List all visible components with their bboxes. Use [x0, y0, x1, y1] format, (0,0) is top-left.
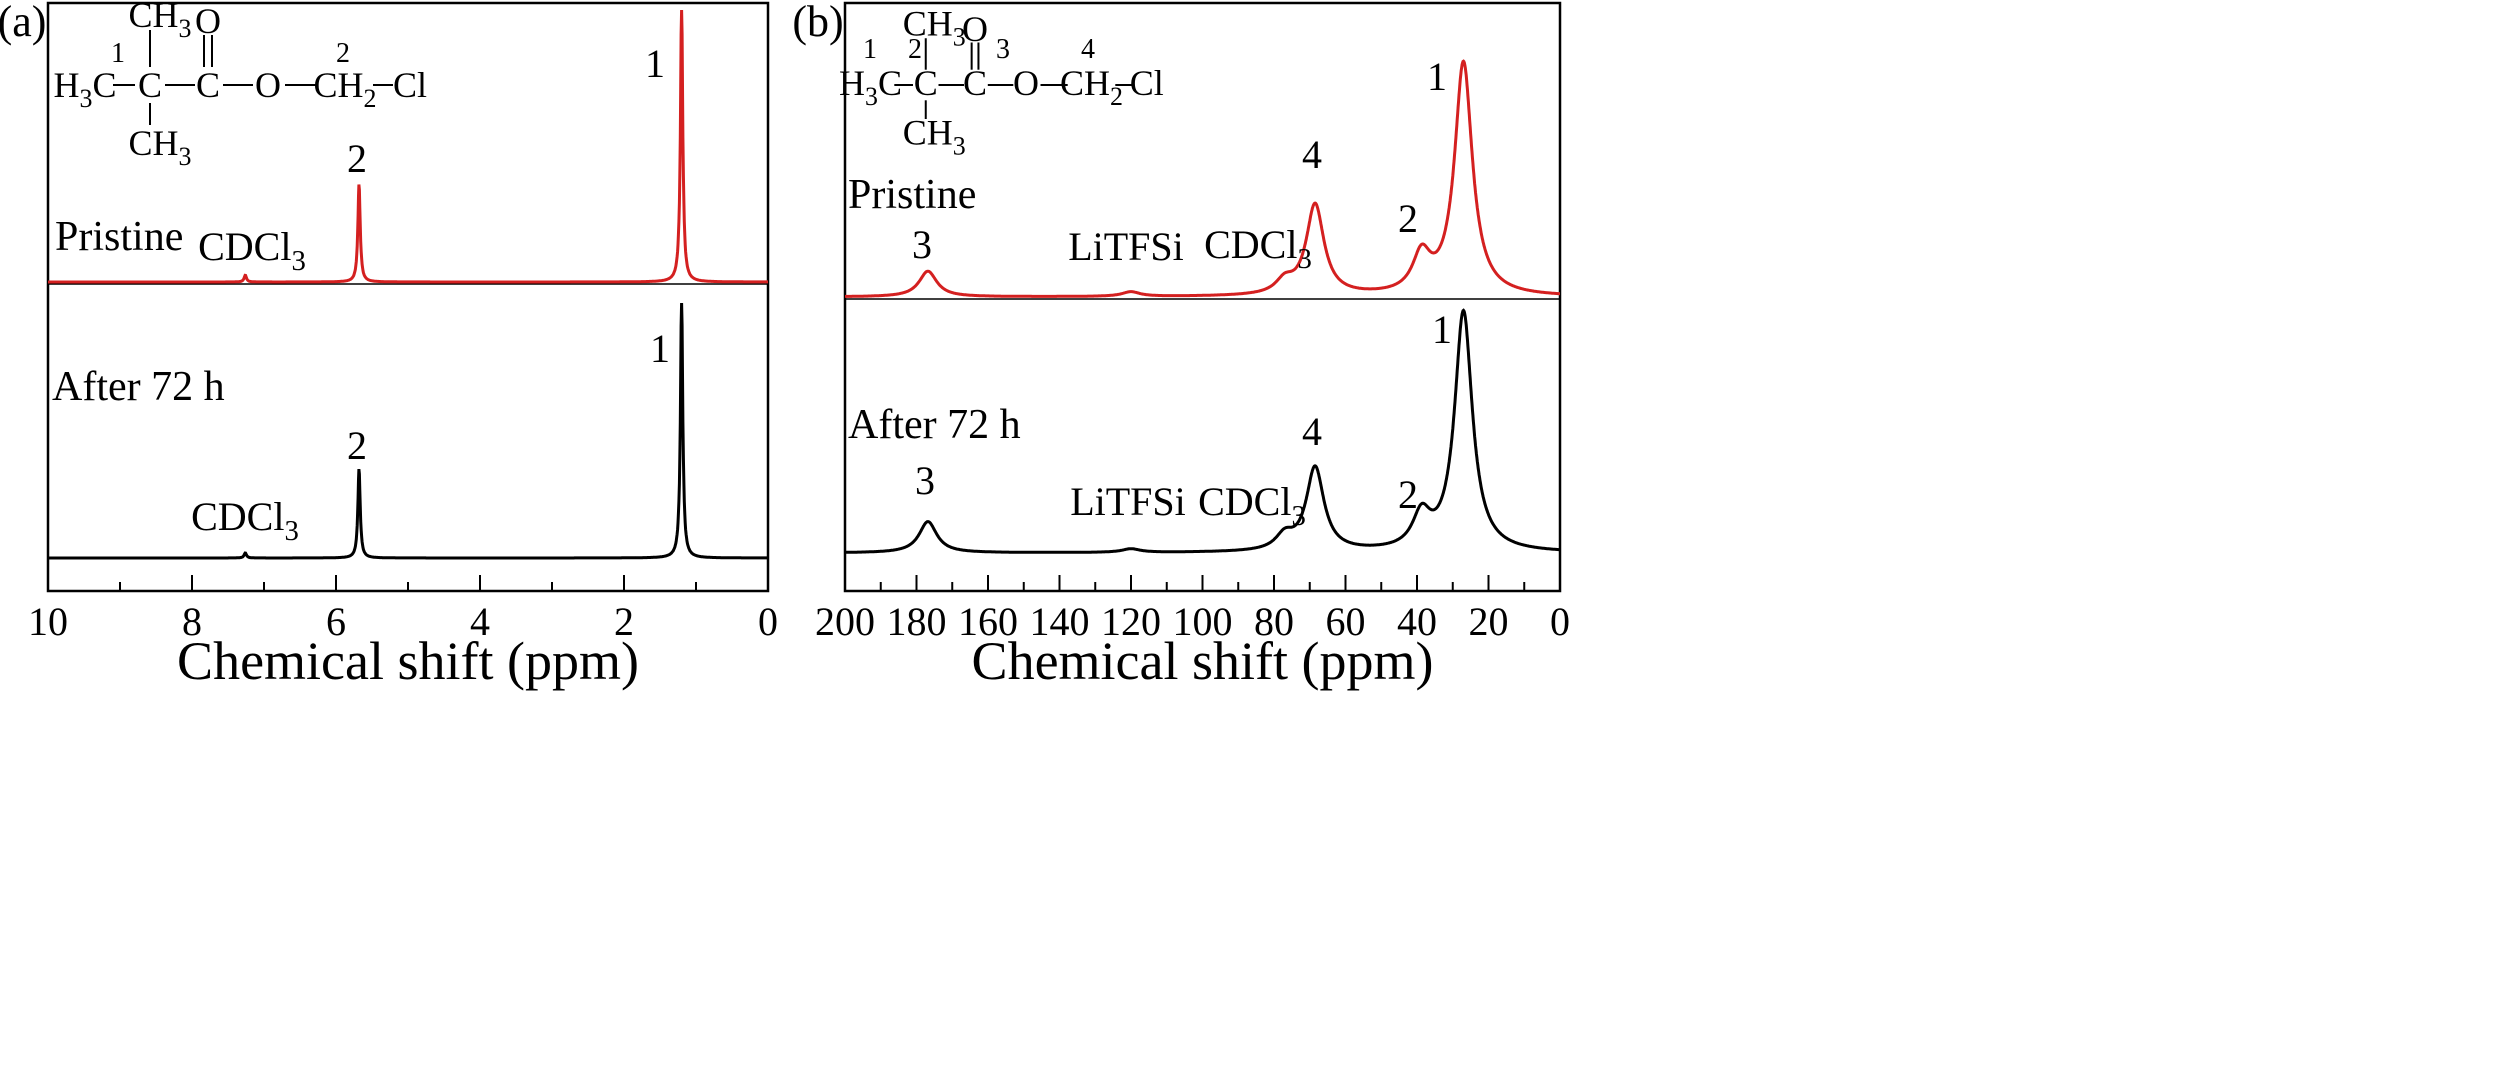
trace-name-label: After 72 h	[848, 402, 1021, 448]
peak-label: 1	[650, 326, 670, 371]
atom-ch3-bottom: CH3	[129, 123, 192, 171]
atom-ch3-top: CH3	[903, 4, 966, 52]
carbon-number: 2	[336, 38, 350, 69]
peak-label: 2	[1398, 196, 1418, 241]
x-axis-title: Chemical shift (ppm)	[177, 631, 639, 691]
peak-label: CDCl3	[1198, 479, 1306, 532]
x-tick-label: 160	[958, 599, 1018, 644]
atom-c: C	[914, 63, 938, 103]
trace-name-label: After 72 h	[52, 364, 225, 410]
peak-label: LiTFSi	[1068, 224, 1184, 269]
peak-label: LiTFSi	[1070, 479, 1186, 524]
x-tick-label: 80	[1254, 599, 1294, 644]
carbon-number: 1	[863, 34, 877, 65]
atom-cl: Cl	[1130, 63, 1164, 103]
x-tick-label: 0	[1550, 599, 1570, 644]
peak-label: 1	[1427, 54, 1447, 99]
x-tick-label: 100	[1173, 599, 1233, 644]
atom-h3c: H3C	[54, 65, 117, 113]
x-tick-label: 200	[815, 599, 875, 644]
carbon-number: 2	[908, 34, 922, 65]
panel-a: 10 8 6 4 2 0 Chemical shift (ppm) (a) Pristine 1 2…	[0, 0, 778, 691]
x-tick-label: 4	[470, 599, 490, 644]
x-tick-label: 40	[1397, 599, 1437, 644]
atom-carbonyl-o: O	[962, 9, 988, 49]
spectrum-trace	[48, 9, 768, 284]
x-tick-label: 60	[1326, 599, 1366, 644]
peak-label: 2	[347, 423, 367, 468]
carbon-number: 3	[996, 34, 1010, 65]
x-axis-title: Chemical shift (ppm)	[972, 631, 1434, 691]
atom-carbonyl-o: O	[195, 1, 221, 41]
spectrum-trace	[845, 59, 1560, 298]
atom-cl: Cl	[393, 65, 427, 105]
x-tick-label: 180	[887, 599, 947, 644]
peak-label: 1	[1432, 307, 1452, 352]
series-pristine: Pristine 1 2 3 4 CDCl3 LiTFSi	[845, 54, 1560, 298]
atom-h3c: H3C	[839, 63, 902, 111]
x-tick-label: 120	[1101, 599, 1161, 644]
peak-label: CDCl3	[191, 494, 299, 547]
peak-label: 4	[1302, 409, 1322, 454]
x-tick-label: 8	[182, 599, 202, 644]
peak-label: 4	[1302, 132, 1322, 177]
x-tick-label: 140	[1030, 599, 1090, 644]
atom-carbonyl-c: C	[963, 63, 987, 103]
peak-label: 2	[1398, 472, 1418, 517]
x-tick-label: 6	[326, 599, 346, 644]
atom-ch3-bottom: CH3	[903, 113, 966, 161]
peak-label: 2	[347, 136, 367, 181]
atom-ch2: CH2	[1060, 63, 1123, 111]
peak-label: CDCl3	[198, 224, 306, 277]
spectrum-trace	[845, 308, 1561, 554]
atom-ch3-top: CH3	[129, 0, 192, 43]
x-tick-label: 0	[758, 599, 778, 644]
series-after-72-h: After 72 h 1 2 3 4 CDCl3 LiTFSi	[845, 307, 1561, 554]
series-after-72-h: After 72 h 1 2 CDCl3	[48, 302, 768, 560]
trace-name-label: Pristine	[55, 214, 183, 260]
atom-ester-o: O	[255, 65, 281, 105]
spectrum-trace	[48, 302, 768, 560]
x-tick-label: 20	[1469, 599, 1509, 644]
carbon-number: 1	[111, 38, 125, 69]
atom-c: C	[138, 65, 162, 105]
atom-ester-o: O	[1013, 63, 1039, 103]
atom-carbonyl-c: C	[196, 65, 220, 105]
peak-label: 1	[645, 41, 665, 86]
atom-ch2: CH2	[314, 65, 377, 113]
series-pristine: Pristine 1 2 CDCl3	[48, 9, 768, 284]
trace-name-label: Pristine	[848, 172, 976, 218]
x-tick-label: 10	[28, 599, 68, 644]
peak-label: CDCl3	[1204, 222, 1312, 275]
panel-label: (a)	[0, 0, 46, 46]
panel-label: (b)	[792, 0, 843, 46]
carbon-number: 4	[1081, 34, 1095, 65]
peak-label: 3	[915, 458, 935, 503]
x-tick-label: 2	[614, 599, 634, 644]
peak-label: 3	[912, 222, 932, 267]
